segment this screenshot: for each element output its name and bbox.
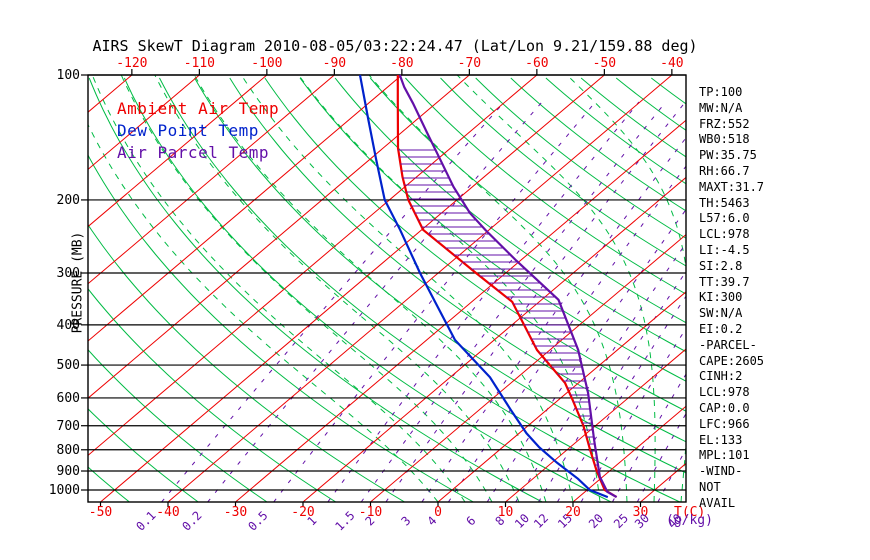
pressure-label: 800	[56, 442, 80, 458]
stat-line: WB0:518	[699, 132, 750, 147]
stat-line: CAP:0.0	[699, 400, 750, 415]
pressure-label: 400	[56, 317, 80, 333]
pressure-label: 500	[56, 358, 80, 374]
stat-line: MW:N/A	[699, 100, 743, 115]
cape-hatch-area	[398, 149, 600, 473]
bottom-temp-label: -10	[358, 505, 383, 520]
stat-line: LCL:978	[699, 227, 750, 242]
stat-line: FRZ:552	[699, 116, 750, 131]
stat-line: SW:N/A	[699, 306, 743, 321]
stat-line: SI:2.8	[699, 258, 743, 273]
top-temp-label: -70	[457, 56, 482, 71]
stat-line: LCL:978	[699, 385, 750, 400]
air-parcel-temp-curve	[398, 74, 618, 499]
stat-line: L57:6.0	[699, 211, 750, 226]
stat-line: RH:66.7	[699, 163, 750, 178]
mixing-ratio-unit-label: (g/kg)	[666, 513, 713, 528]
stat-line: CAPE:2605	[699, 353, 765, 368]
pressure-label: 300	[56, 266, 80, 281]
top-temp-label: -80	[390, 56, 414, 71]
stat-line: KI:300	[699, 290, 743, 305]
stat-line: CINH:2	[699, 369, 743, 384]
legend-dew-point-temp: Dew Point Temp	[117, 121, 259, 140]
bottom-temp-label: 20	[565, 505, 581, 520]
top-temp-label: -100	[251, 56, 283, 71]
pressure-label: 900	[56, 464, 80, 479]
stat-line: TT:39.7	[699, 274, 750, 289]
pressure-label: 1000	[48, 483, 80, 498]
stat-line: LFC:966	[699, 416, 750, 431]
top-temp-label: -40	[660, 56, 684, 71]
legend-air-parcel-temp: Air Parcel Temp	[117, 143, 269, 162]
top-temp-label: -60	[525, 56, 549, 71]
bottom-temp-label: -40	[156, 505, 180, 520]
bottom-temp-label: 30	[632, 505, 649, 520]
bottom-temp-label: 0	[434, 505, 442, 520]
stat-line: AVAIL	[699, 495, 736, 510]
page-title: AIRS SkewT Diagram 2010-08-05/03:22:24.4…	[92, 37, 698, 55]
ambient-air-temp-curve	[396, 75, 618, 499]
top-temp-label: -120	[116, 56, 148, 71]
sounding-stats-column: TP:100 MW:N/A FRZ:552 WB0:518 PW:35.75 RH:66.…	[699, 85, 764, 512]
background-grid	[88, 75, 686, 502]
temp-axis-unit-label: T(C)	[674, 505, 706, 520]
top-temp-label: -50	[592, 56, 617, 71]
pressure-label: 100	[56, 68, 80, 83]
pressure-grid-and-frame	[81, 69, 687, 507]
bottom-temp-label: -50	[88, 505, 113, 520]
stat-line: EL:133	[699, 432, 743, 447]
sounding-curves	[358, 74, 618, 499]
top-temp-label: -90	[322, 56, 347, 71]
stat-line: MAXT:31.7	[699, 179, 765, 194]
stat-line: MPL:101	[699, 448, 750, 463]
bottom-temp-label: -20	[291, 505, 315, 520]
pressure-label: 200	[56, 192, 80, 208]
stat-line: -WIND-	[699, 464, 743, 479]
top-temp-label: -110	[183, 56, 216, 71]
stat-line: TP:100	[699, 85, 743, 99]
bottom-temp-label: 10	[497, 505, 514, 520]
stat-line: EI:0.2	[699, 321, 743, 336]
stat-line: -PARCEL-	[699, 337, 757, 352]
legend-ambient-air-temp: Ambient Air Temp	[117, 99, 280, 118]
stat-line: PW:35.75	[699, 148, 757, 163]
pressure-label: 600	[56, 390, 80, 406]
stat-line: TH:5463	[699, 195, 750, 210]
dew-point-temp-curve	[358, 74, 609, 499]
stat-line: NOT	[699, 479, 721, 494]
bottom-temp-label: -30	[223, 505, 248, 520]
pressure-label: 700	[56, 418, 80, 434]
stat-line: LI:-4.5	[699, 242, 750, 257]
